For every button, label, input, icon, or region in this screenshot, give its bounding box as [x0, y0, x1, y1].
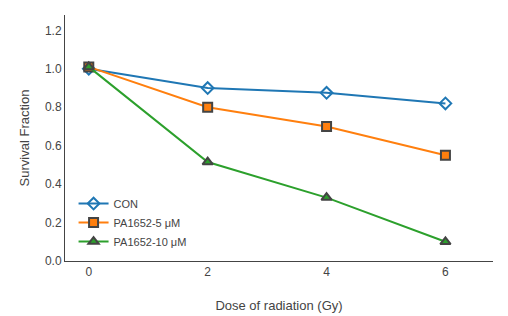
svg-text:1.2: 1.2	[45, 24, 62, 38]
svg-text:PA1652-5 μM: PA1652-5 μM	[114, 217, 181, 229]
svg-text:2: 2	[204, 265, 211, 279]
svg-text:0.4: 0.4	[45, 177, 62, 191]
svg-text:0.6: 0.6	[45, 139, 62, 153]
svg-text:0.2: 0.2	[45, 216, 62, 230]
svg-text:4: 4	[323, 265, 330, 279]
svg-text:PA1652-10 μM: PA1652-10 μM	[114, 236, 187, 248]
svg-text:0: 0	[85, 265, 92, 279]
svg-text:0.0: 0.0	[45, 254, 62, 268]
svg-text:Survival Fraction: Survival Fraction	[17, 90, 32, 187]
svg-text:0.8: 0.8	[45, 100, 62, 114]
svg-text:CON: CON	[114, 198, 139, 210]
svg-text:6: 6	[442, 265, 449, 279]
svg-text:Dose of radiation (Gy): Dose of radiation (Gy)	[215, 298, 342, 313]
svg-text:1.0: 1.0	[45, 62, 62, 76]
